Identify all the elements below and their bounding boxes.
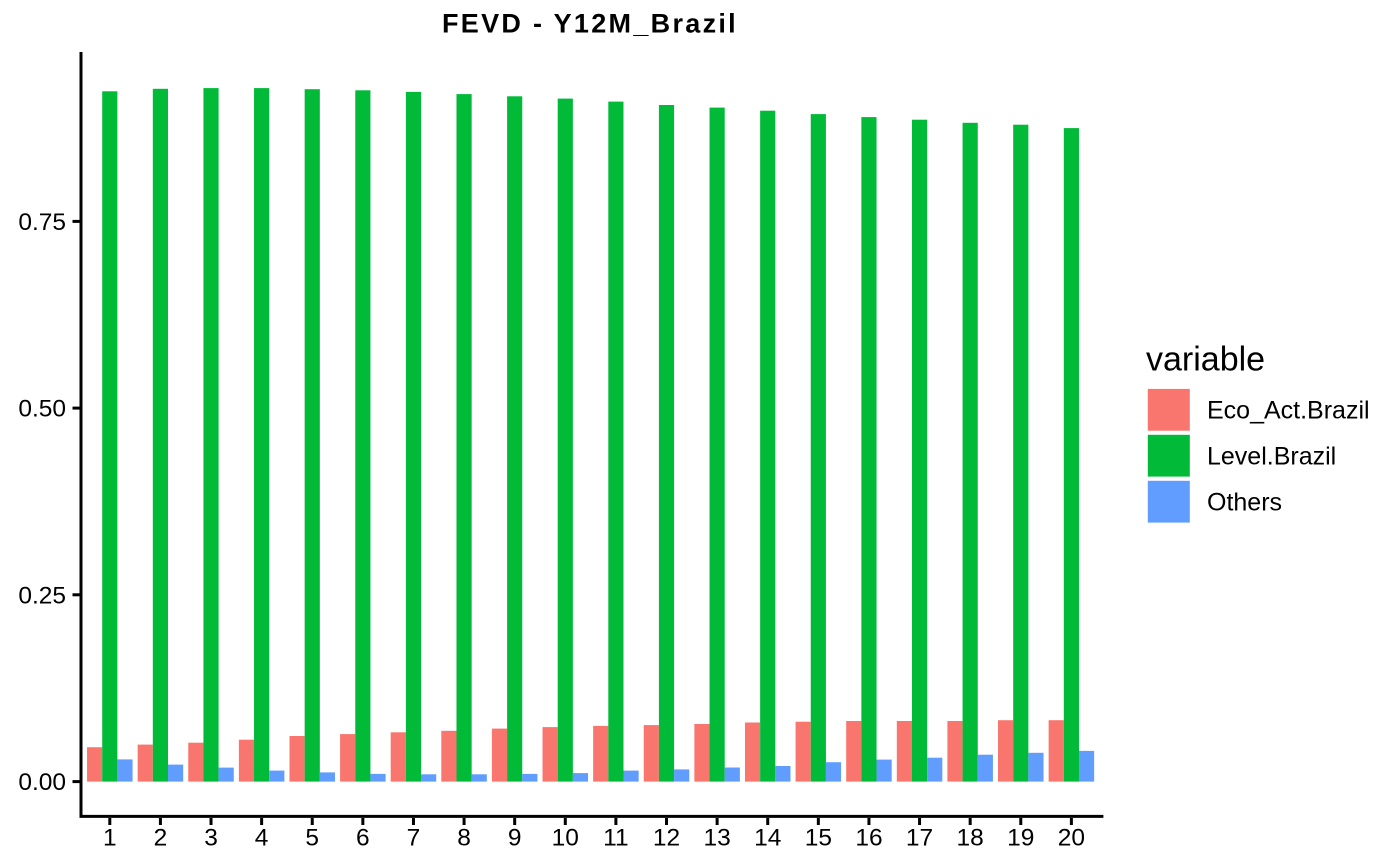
svg-text:11: 11 <box>603 825 628 852</box>
svg-text:1: 1 <box>103 825 117 852</box>
svg-text:Others: Others <box>1207 488 1282 516</box>
svg-text:Eco_Act.Brazil: Eco_Act.Brazil <box>1207 396 1370 424</box>
svg-text:0.25: 0.25 <box>18 582 66 609</box>
svg-text:16: 16 <box>855 825 882 852</box>
svg-text:variable: variable <box>1146 341 1265 379</box>
svg-text:0.50: 0.50 <box>18 396 66 423</box>
svg-text:Level.Brazil: Level.Brazil <box>1207 442 1336 470</box>
svg-text:0.75: 0.75 <box>18 209 66 236</box>
svg-text:20: 20 <box>1058 825 1085 852</box>
svg-text:3: 3 <box>204 825 218 852</box>
svg-text:14: 14 <box>754 825 781 852</box>
svg-text:FEVD - Y12M_Brazil: FEVD - Y12M_Brazil <box>442 9 738 39</box>
svg-text:13: 13 <box>703 825 730 852</box>
svg-text:18: 18 <box>957 825 984 852</box>
svg-text:0.00: 0.00 <box>18 769 66 796</box>
svg-text:7: 7 <box>407 825 421 852</box>
svg-text:6: 6 <box>356 825 370 852</box>
svg-text:15: 15 <box>805 825 832 852</box>
svg-text:12: 12 <box>653 825 680 852</box>
svg-text:10: 10 <box>552 825 579 852</box>
svg-text:19: 19 <box>1007 825 1034 852</box>
svg-text:8: 8 <box>457 825 471 852</box>
svg-text:4: 4 <box>255 825 269 852</box>
svg-text:9: 9 <box>508 825 522 852</box>
svg-text:2: 2 <box>154 825 168 852</box>
svg-text:17: 17 <box>906 825 933 852</box>
svg-text:5: 5 <box>305 825 319 852</box>
